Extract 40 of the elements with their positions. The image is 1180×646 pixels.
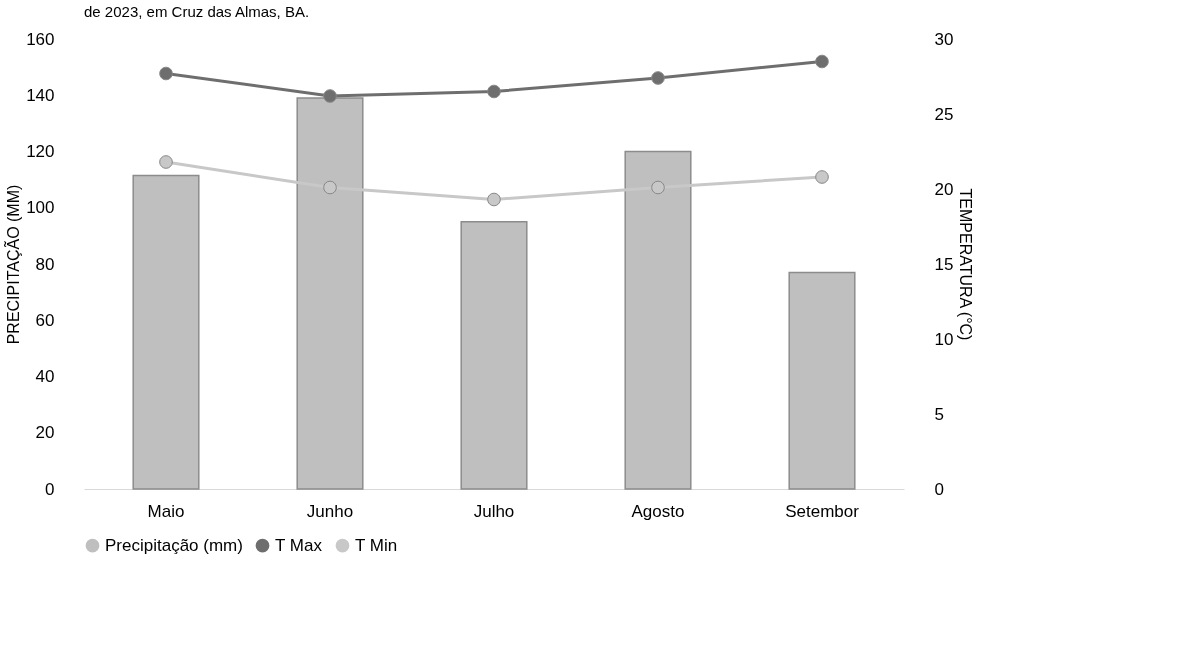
point bbox=[159, 155, 173, 169]
bar bbox=[788, 271, 856, 490]
x-tick-label: Maio bbox=[147, 501, 185, 521]
point bbox=[487, 84, 501, 99]
point bbox=[159, 66, 173, 81]
y2-tick-label: 25 bbox=[934, 104, 954, 124]
x-tick-label: Agosto bbox=[631, 501, 685, 521]
y-tick-label: 20 bbox=[35, 423, 55, 443]
y2-tick-label: 30 bbox=[934, 29, 954, 49]
y2-tick-label: 0 bbox=[934, 479, 944, 499]
bar bbox=[132, 174, 200, 490]
y-tick-label: 160 bbox=[26, 29, 55, 49]
bar bbox=[460, 221, 528, 490]
y-tick-label: 40 bbox=[35, 367, 55, 386]
x-tick-label: Junho bbox=[306, 501, 354, 521]
y-tick-label: 100 bbox=[26, 198, 55, 218]
x-tick-label: Setembor bbox=[785, 501, 860, 521]
legend-label: T Min bbox=[355, 535, 398, 555]
y2-tick-label: 10 bbox=[934, 329, 954, 349]
legend-label: T Max bbox=[275, 535, 323, 555]
point bbox=[323, 180, 337, 195]
y2-tick-label: 20 bbox=[934, 179, 954, 199]
y-tick-label: 80 bbox=[35, 254, 55, 274]
point bbox=[815, 170, 829, 184]
x-tick-label: Julho bbox=[473, 501, 515, 521]
y-axis-title: PRECIPITAÇÃO (MM) bbox=[3, 184, 23, 345]
point bbox=[651, 71, 665, 85]
legend-label: Precipitação (mm) bbox=[105, 535, 243, 555]
chart-title: de 2023, em Cruz das Almas, BA. bbox=[84, 3, 310, 20]
y2-tick-label: 5 bbox=[934, 404, 944, 424]
y-tick-label: 60 bbox=[35, 310, 55, 330]
point bbox=[487, 192, 501, 207]
y2-axis-title: TEMPERATURA (°C) bbox=[957, 188, 975, 341]
y-tick-label: 140 bbox=[26, 85, 55, 105]
point bbox=[323, 89, 337, 103]
y2-tick-label: 15 bbox=[934, 254, 954, 274]
y-tick-label: 0 bbox=[45, 479, 55, 499]
y-tick-label: 120 bbox=[26, 142, 55, 161]
point bbox=[651, 180, 665, 195]
point bbox=[815, 54, 829, 69]
